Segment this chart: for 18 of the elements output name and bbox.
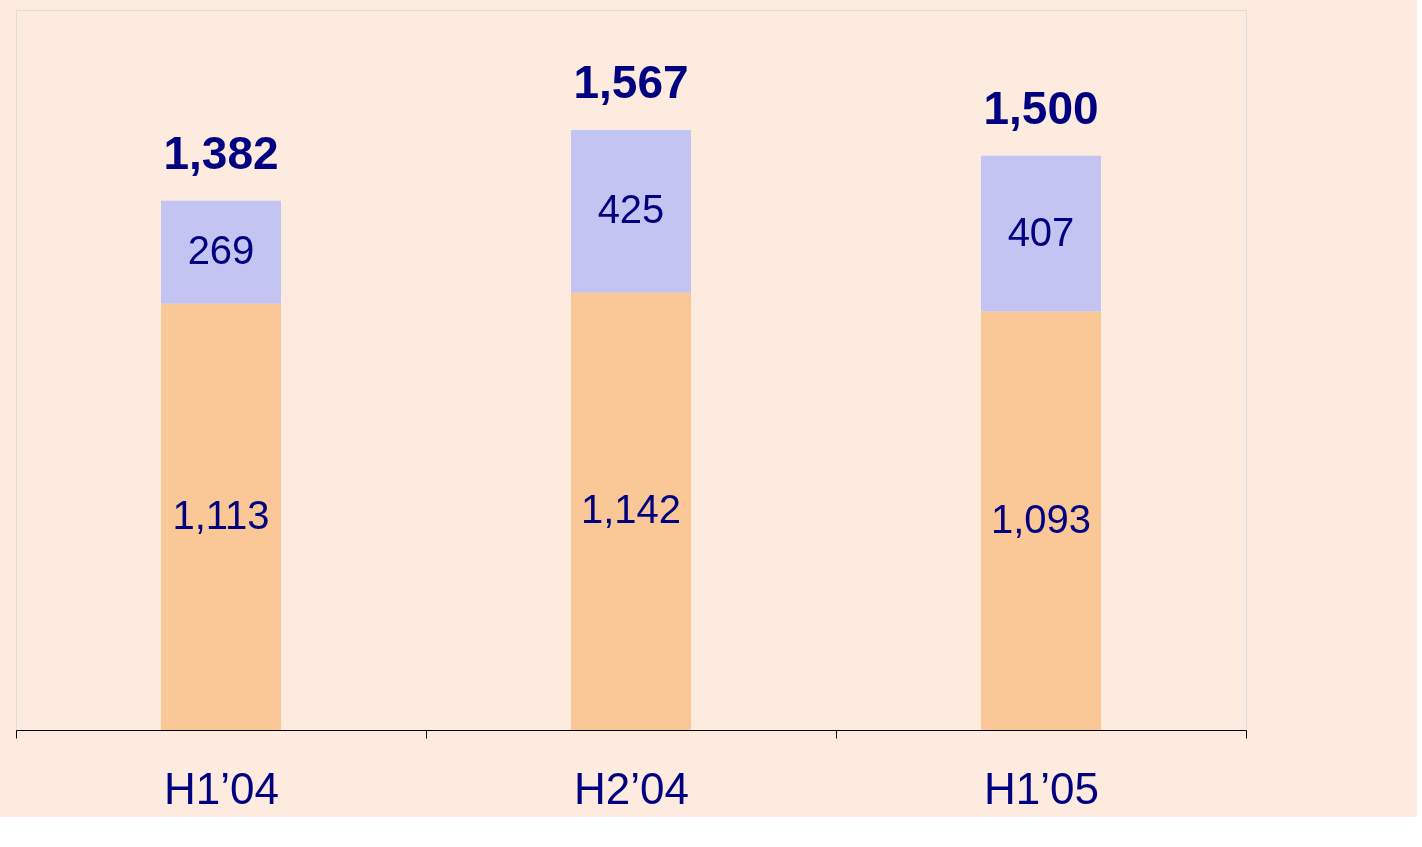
data-label: 1,142 [580,487,682,532]
bar [571,130,691,293]
data-label: 1,113 [172,492,270,537]
data-label: 269 [187,228,255,273]
x-tick-label: H1’05 [984,763,1099,813]
data-label: 407 [1007,209,1075,254]
bar [981,311,1101,730]
x-tick-label: H2’04 [574,763,689,813]
x-tick-label: H1’04 [164,763,279,813]
bar [161,200,281,304]
bar [981,155,1101,312]
total-label: 1,382 [163,126,279,179]
data-label: 425 [597,187,665,232]
bar [161,303,281,730]
data-label: 1,093 [990,496,1092,541]
bar [571,292,691,730]
total-label: 1,567 [573,56,689,108]
total-label: 1,500 [983,81,1099,134]
